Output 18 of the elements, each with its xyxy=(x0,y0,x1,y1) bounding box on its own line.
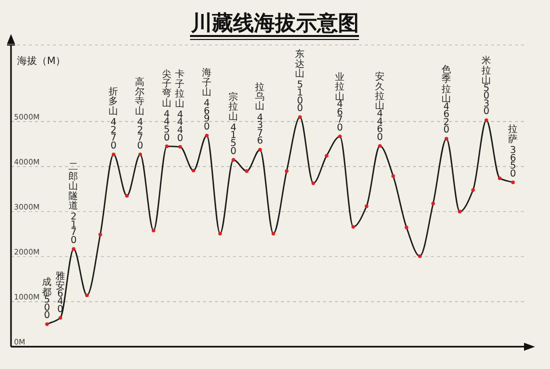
data-label: 宗拉山 4150 xyxy=(228,90,238,157)
data-label: 雅安640 xyxy=(55,270,66,315)
data-label: 拉乌山 4376 xyxy=(255,80,266,147)
data-label: 业拉山4670 xyxy=(334,70,345,134)
data-label: 色季拉山4620 xyxy=(441,63,452,136)
data-label: 高尔寺山 4270 xyxy=(135,76,146,152)
data-label: 成都500 xyxy=(42,276,52,322)
data-label: 卡子拉山 4440 xyxy=(175,68,186,144)
text: 二郎山隧道 2170 xyxy=(68,162,79,246)
data-label: 安久拉山4460 xyxy=(374,70,385,143)
y-axis-title: 海拔（M） xyxy=(17,55,66,67)
data-label: 折多山 4270 xyxy=(108,86,119,152)
data-label: 米拉山5030 xyxy=(481,54,492,118)
data-label: 海子山 4690 xyxy=(202,66,212,133)
data-label: 东达山 5100 xyxy=(294,48,305,114)
data-label: 尖子弯山 4450 xyxy=(162,68,172,144)
chart-title: 川藏线海拔示意图 xyxy=(190,10,359,35)
data-label: 拉萨 3650 xyxy=(508,123,518,180)
